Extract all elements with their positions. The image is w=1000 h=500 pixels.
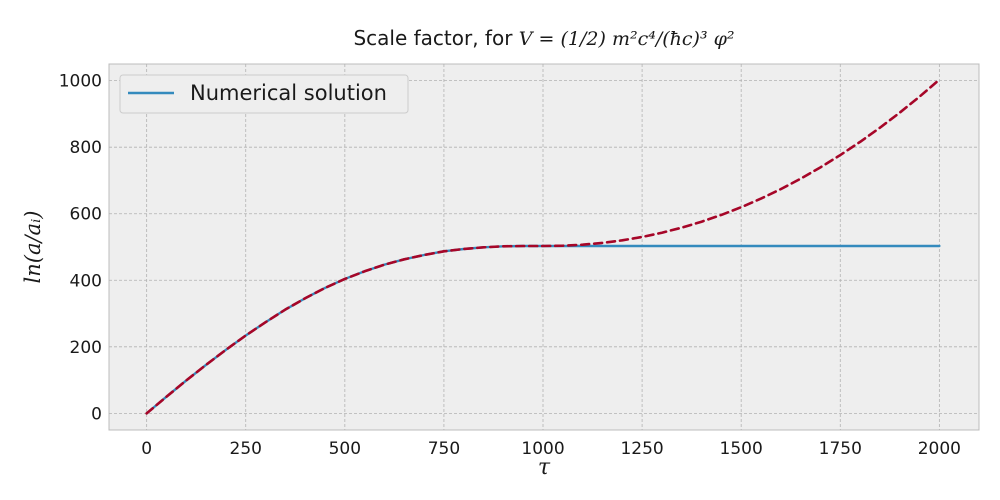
y-tick-label: 600	[70, 205, 102, 225]
chart-title: Scale factor, for V = (1/2) m²c⁴/(ħc)³ φ…	[353, 26, 734, 50]
x-tick-label: 500	[329, 439, 361, 459]
legend: Numerical solution	[119, 74, 409, 114]
x-tick-label: 1000	[521, 439, 564, 459]
grid	[109, 64, 979, 430]
y-axis-label: ln(a/aᵢ)	[21, 211, 45, 284]
x-tick-label: 1750	[819, 439, 862, 459]
y-tick-label: 200	[70, 338, 102, 358]
legend-label-numerical-solution: Numerical solution	[190, 81, 387, 105]
x-tick-label: 750	[428, 439, 460, 459]
y-tick-label: 400	[70, 271, 102, 291]
y-tick-label: 1000	[59, 72, 102, 92]
x-axis-ticks: 0 250 500 750 1000 1250 1500 1750 2000	[141, 439, 961, 459]
x-tick-label: 1500	[720, 439, 763, 459]
series-layer	[145, 78, 941, 415]
series-line-dashed	[145, 78, 941, 415]
chart-title-formula: V = (1/2) m²c⁴/(ħc)³ φ²	[519, 28, 735, 50]
x-tick-label: 1250	[620, 439, 663, 459]
x-tick-label: 0	[141, 439, 152, 459]
legend-box	[119, 74, 409, 114]
chart-title-prefix: Scale factor, for	[353, 26, 518, 50]
x-tick-label: 2000	[918, 439, 961, 459]
y-axis-ticks: 0 200 400 600 800 1000	[59, 72, 102, 425]
x-tick-label: 250	[230, 439, 262, 459]
y-tick-label: 0	[91, 404, 102, 424]
x-axis-label: τ	[538, 455, 551, 480]
y-tick-label: 800	[70, 138, 102, 158]
